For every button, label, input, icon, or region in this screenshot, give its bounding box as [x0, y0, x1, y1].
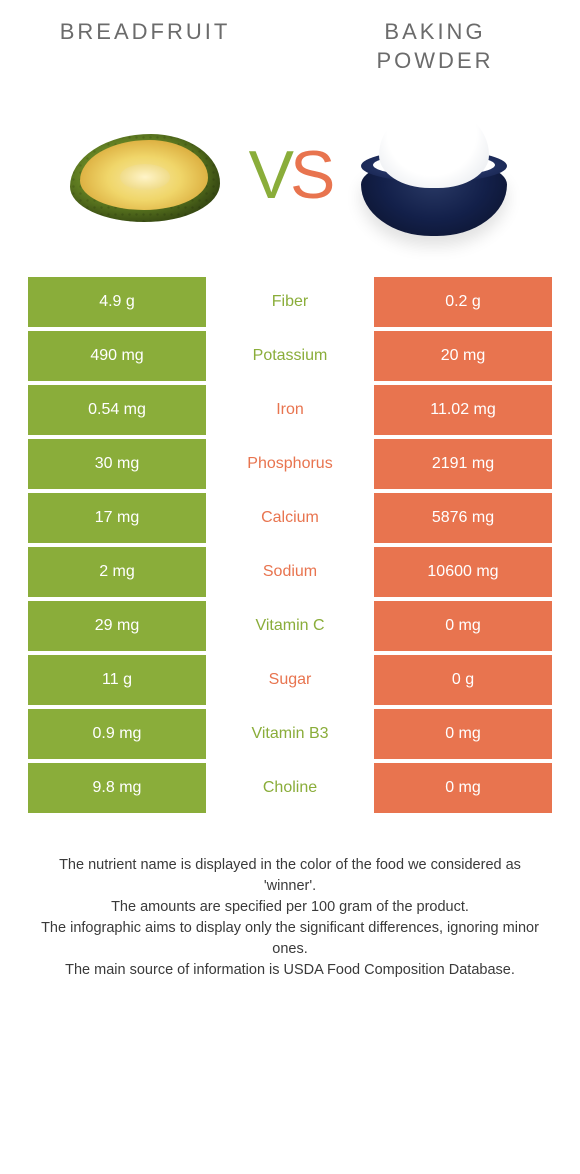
- table-row: 0.9 mgVitamin B30 mg: [28, 709, 552, 759]
- right-value: 11.02 mg: [374, 385, 552, 435]
- right-item-title: BAKING POWDER: [290, 18, 580, 75]
- nutrient-label: Sugar: [206, 655, 374, 705]
- left-value: 9.8 mg: [28, 763, 206, 813]
- nutrient-label: Calcium: [206, 493, 374, 543]
- footer-line: The amounts are specified per 100 gram o…: [36, 897, 544, 918]
- vs-label: VS: [241, 136, 340, 214]
- right-item-image: [345, 95, 523, 255]
- footer-line: The nutrient name is displayed in the co…: [36, 855, 544, 897]
- vs-s: S: [290, 137, 331, 213]
- right-value: 2191 mg: [374, 439, 552, 489]
- right-value: 5876 mg: [374, 493, 552, 543]
- footer-notes: The nutrient name is displayed in the co…: [0, 817, 580, 981]
- right-value: 0 mg: [374, 763, 552, 813]
- nutrient-label: Iron: [206, 385, 374, 435]
- left-value: 11 g: [28, 655, 206, 705]
- breadfruit-icon: [66, 120, 226, 230]
- titles-row: BREADFRUIT BAKING POWDER: [0, 0, 580, 83]
- left-value: 30 mg: [28, 439, 206, 489]
- left-value: 2 mg: [28, 547, 206, 597]
- left-value: 29 mg: [28, 601, 206, 651]
- left-value: 17 mg: [28, 493, 206, 543]
- vs-v: V: [249, 137, 290, 213]
- nutrient-label: Phosphorus: [206, 439, 374, 489]
- left-item-image: [57, 95, 235, 255]
- baking-powder-icon: [349, 100, 519, 250]
- table-row: 2 mgSodium10600 mg: [28, 547, 552, 597]
- table-row: 29 mgVitamin C0 mg: [28, 601, 552, 651]
- table-row: 30 mgPhosphorus2191 mg: [28, 439, 552, 489]
- right-value: 20 mg: [374, 331, 552, 381]
- nutrient-label: Choline: [206, 763, 374, 813]
- table-row: 0.54 mgIron11.02 mg: [28, 385, 552, 435]
- footer-line: The main source of information is USDA F…: [36, 960, 544, 981]
- nutrient-label: Vitamin C: [206, 601, 374, 651]
- left-value: 490 mg: [28, 331, 206, 381]
- left-value: 0.54 mg: [28, 385, 206, 435]
- comparison-table: 4.9 gFiber0.2 g490 mgPotassium20 mg0.54 …: [0, 277, 580, 813]
- left-item-title: BREADFRUIT: [0, 18, 290, 75]
- table-row: 490 mgPotassium20 mg: [28, 331, 552, 381]
- nutrient-label: Vitamin B3: [206, 709, 374, 759]
- right-value: 0 mg: [374, 709, 552, 759]
- nutrient-label: Fiber: [206, 277, 374, 327]
- table-row: 4.9 gFiber0.2 g: [28, 277, 552, 327]
- right-value: 0 mg: [374, 601, 552, 651]
- images-row: VS: [0, 83, 580, 277]
- left-value: 4.9 g: [28, 277, 206, 327]
- table-row: 17 mgCalcium5876 mg: [28, 493, 552, 543]
- nutrient-label: Sodium: [206, 547, 374, 597]
- footer-line: The infographic aims to display only the…: [36, 918, 544, 960]
- right-value: 0 g: [374, 655, 552, 705]
- table-row: 11 gSugar0 g: [28, 655, 552, 705]
- right-value: 0.2 g: [374, 277, 552, 327]
- left-value: 0.9 mg: [28, 709, 206, 759]
- table-row: 9.8 mgCholine0 mg: [28, 763, 552, 813]
- right-value: 10600 mg: [374, 547, 552, 597]
- nutrient-label: Potassium: [206, 331, 374, 381]
